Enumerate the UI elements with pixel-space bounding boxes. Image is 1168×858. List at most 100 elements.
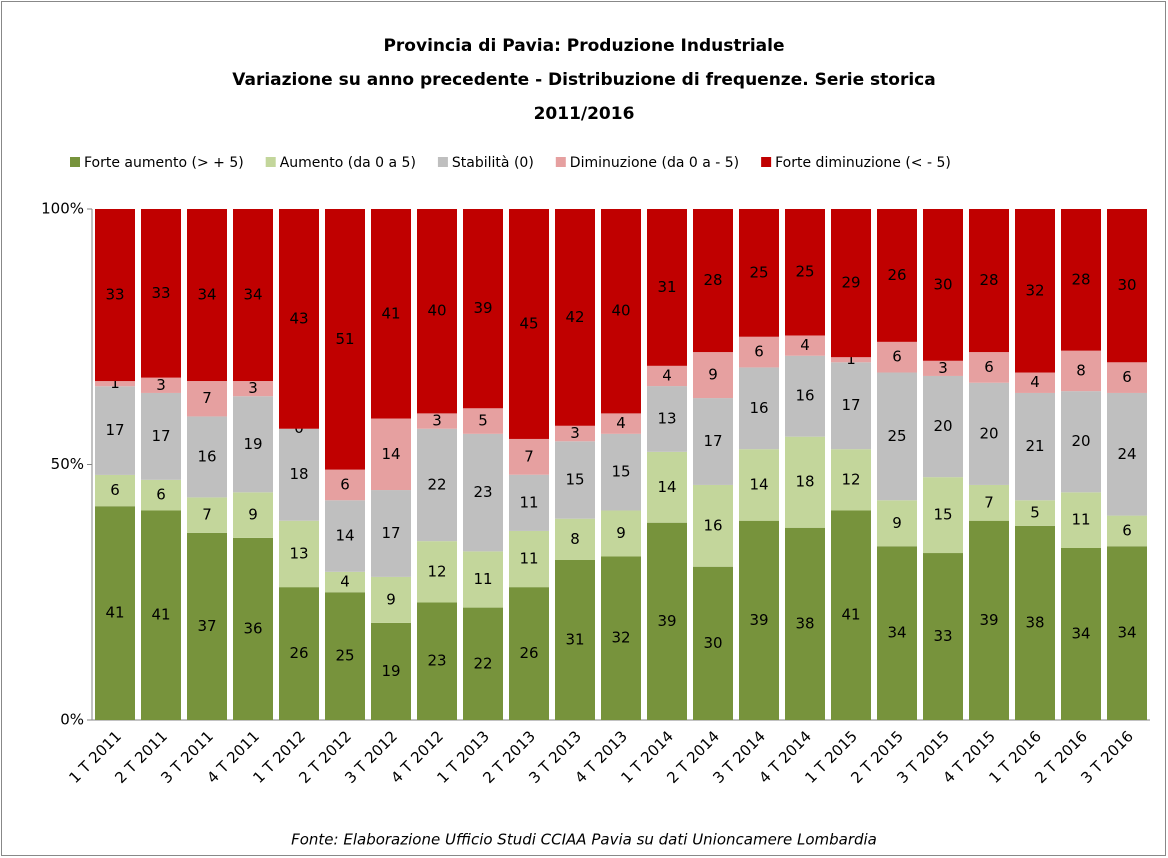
- bar-segment: [233, 492, 273, 538]
- data-label: 9: [248, 506, 258, 524]
- bar-segment: [509, 474, 549, 531]
- data-label: 3: [938, 359, 948, 377]
- bar-segment: [509, 438, 549, 475]
- bar-segment: [693, 484, 733, 567]
- data-label: 51: [335, 330, 354, 348]
- bar-segment: [95, 209, 135, 382]
- data-label: 14: [335, 527, 354, 545]
- bar-segment: [785, 209, 825, 336]
- bar-segment: [233, 209, 273, 382]
- bar-segment: [647, 365, 687, 387]
- data-label: 40: [427, 302, 446, 320]
- bar-segment: [831, 209, 871, 358]
- bar-segment: [1015, 209, 1055, 373]
- data-label: 14: [749, 475, 768, 493]
- data-label: 6: [754, 343, 764, 361]
- data-label: 18: [795, 473, 814, 491]
- data-label: 34: [197, 286, 216, 304]
- bar-segment: [233, 381, 273, 397]
- legend-label: Diminuzione (da 0 a - 5): [570, 155, 739, 171]
- legend-label: Forte aumento (> + 5): [84, 155, 244, 171]
- data-label: 45: [519, 314, 538, 332]
- bar-segment: [279, 209, 319, 429]
- bar-segment: [831, 510, 871, 720]
- data-label: 6: [156, 486, 166, 504]
- data-label: 23: [473, 483, 492, 501]
- data-label: 8: [570, 530, 580, 548]
- legend-label: Aumento (da 0 a 5): [280, 155, 416, 171]
- bar-segment: [785, 527, 825, 720]
- data-label: 9: [386, 590, 396, 608]
- chart-title: 2011/2016: [534, 104, 635, 124]
- bar-segment: [187, 532, 227, 720]
- bar-segment: [233, 537, 273, 720]
- bar-segment: [141, 392, 181, 480]
- bar-segment: [187, 381, 227, 417]
- data-label: 34: [243, 286, 262, 304]
- data-label: 16: [703, 516, 722, 534]
- data-label: 33: [105, 286, 124, 304]
- bar-segment: [371, 418, 411, 491]
- bar-segment: [463, 551, 503, 608]
- data-label: 20: [1071, 432, 1090, 450]
- bar-segment: [1061, 547, 1101, 720]
- bar-segment: [1061, 492, 1101, 548]
- data-label: 14: [381, 445, 400, 463]
- bar-segment: [785, 436, 825, 528]
- chart-title: Variazione su anno precedente - Distribu…: [232, 70, 935, 90]
- data-label: 6: [1122, 521, 1132, 539]
- y-tick-label: 100%: [41, 200, 84, 218]
- bar-segment: [785, 355, 825, 437]
- data-label: 33: [933, 627, 952, 645]
- data-label: 28: [1071, 270, 1090, 288]
- y-tick-label: 0%: [60, 711, 84, 729]
- data-label: 4: [340, 573, 350, 591]
- bar-segment: [325, 500, 365, 572]
- bar-segment: [555, 441, 595, 519]
- data-label: 41: [381, 304, 400, 322]
- data-label: 30: [1117, 276, 1136, 294]
- bar-segment: [325, 469, 365, 501]
- data-label: 14: [657, 478, 676, 496]
- bar-segment: [739, 336, 779, 368]
- data-label: 16: [197, 447, 216, 465]
- data-label: 17: [703, 432, 722, 450]
- legend-swatch: [70, 157, 80, 167]
- data-label: 31: [657, 278, 676, 296]
- data-label: 25: [887, 427, 906, 445]
- bar-segment: [95, 386, 135, 475]
- data-label: 11: [473, 570, 492, 588]
- bar-segment: [141, 377, 181, 393]
- bar-segment: [739, 520, 779, 720]
- y-tick-label: 50%: [51, 455, 84, 473]
- bar-segment: [877, 500, 917, 547]
- bar-segment: [463, 408, 503, 434]
- bar-segment: [95, 474, 135, 507]
- data-label: 17: [841, 396, 860, 414]
- bar-segment: [279, 520, 319, 588]
- data-label: 24: [1117, 445, 1136, 463]
- data-label: 16: [795, 387, 814, 405]
- chart-title: Provincia di Pavia: Produzione Industria…: [383, 36, 784, 56]
- data-label: 19: [243, 435, 262, 453]
- bar-segment: [1015, 372, 1055, 393]
- bar-segment: [693, 566, 733, 720]
- source-note: Fonte: Elaborazione Ufficio Studi CCIAA …: [291, 831, 877, 849]
- bar-segment: [555, 518, 595, 560]
- bar-segment: [831, 449, 871, 511]
- data-label: 13: [657, 409, 676, 427]
- bar-segment: [693, 209, 733, 353]
- data-label: 41: [841, 606, 860, 624]
- data-label: 9: [892, 514, 902, 532]
- bar-segment: [417, 602, 457, 720]
- data-label: 7: [202, 506, 212, 524]
- data-label: 25: [795, 263, 814, 281]
- bar-segment: [555, 425, 595, 442]
- data-label: 22: [473, 654, 492, 672]
- bar-segment: [877, 209, 917, 342]
- bar-segment: [509, 209, 549, 439]
- data-label: 1: [846, 350, 856, 368]
- bar-segment: [693, 398, 733, 485]
- data-label: 6: [984, 358, 994, 376]
- data-label: 13: [289, 544, 308, 562]
